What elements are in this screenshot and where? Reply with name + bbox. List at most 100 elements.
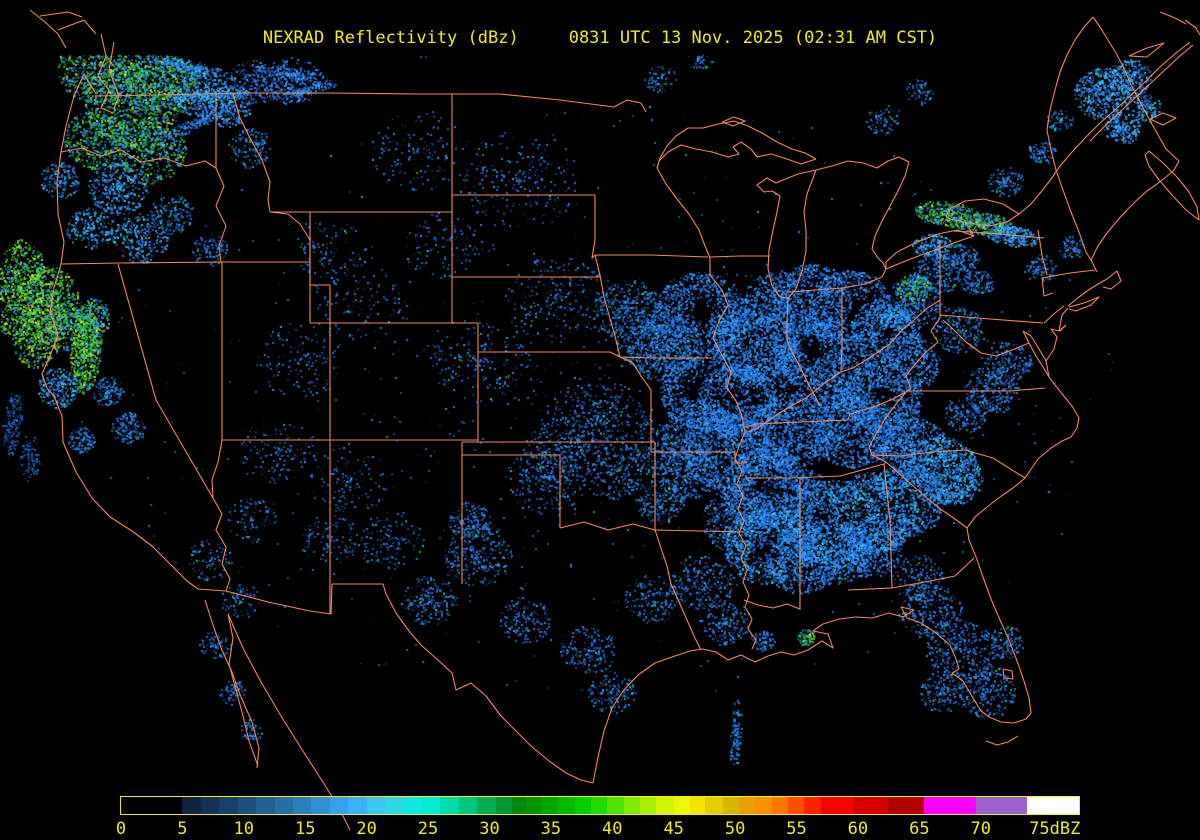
border-line <box>1159 11 1187 25</box>
border-line <box>734 431 757 650</box>
border-line <box>1002 668 1014 680</box>
border-line <box>309 262 331 323</box>
border-line <box>619 356 652 391</box>
border-line <box>592 648 704 784</box>
border-line <box>382 583 594 784</box>
border-line <box>39 11 83 18</box>
border-line <box>849 388 912 415</box>
border-line <box>1041 277 1054 297</box>
border-line <box>654 529 702 651</box>
border-line <box>847 587 893 591</box>
border-line <box>953 230 1045 239</box>
border-line <box>656 120 817 169</box>
border-line <box>225 590 332 615</box>
border-line <box>108 41 120 109</box>
border-line <box>41 73 199 590</box>
border-line <box>841 268 887 289</box>
border-line <box>211 439 231 592</box>
border-line <box>94 92 647 113</box>
border-line <box>746 463 885 479</box>
border-line <box>1022 330 1050 378</box>
border-line <box>988 712 1032 724</box>
border-line <box>743 599 801 610</box>
border-line <box>871 449 1026 479</box>
border-line <box>57 19 97 35</box>
border-line <box>1046 16 1094 261</box>
map-title: NEXRAD Reflectivity (dBz) 0831 UTC 13 Nov… <box>0 28 1200 48</box>
border-line <box>619 356 712 359</box>
border-line <box>949 644 990 718</box>
border-line <box>1184 19 1200 36</box>
border-line <box>1092 16 1180 162</box>
border-line <box>269 211 311 262</box>
border-line <box>1090 160 1180 273</box>
border-line <box>721 116 746 127</box>
border-line <box>1128 42 1165 58</box>
border-line <box>747 299 941 433</box>
border-line <box>756 169 817 299</box>
border-line <box>197 588 227 592</box>
border-line <box>885 229 975 269</box>
border-line <box>966 477 1026 529</box>
border-line <box>1041 269 1096 279</box>
border-line <box>656 141 817 169</box>
border-line <box>885 235 975 270</box>
border-line <box>905 317 941 390</box>
border-line <box>1045 324 1067 362</box>
border-line <box>204 599 260 769</box>
border-line <box>888 606 951 646</box>
border-line <box>1024 436 1072 479</box>
border-line <box>949 213 1020 227</box>
border-line <box>656 167 711 275</box>
border-line <box>117 263 214 499</box>
border-line <box>1067 270 1122 307</box>
timestamp: 0831 UTC 13 Nov. 2025 (02:31 AM CST) <box>568 28 938 48</box>
border-line <box>709 255 770 258</box>
border-line <box>654 529 745 533</box>
border-line <box>945 198 1020 220</box>
border-line <box>883 463 893 589</box>
border-line <box>891 557 975 589</box>
border-line <box>1048 376 1080 438</box>
border-line <box>559 521 656 531</box>
border-line <box>966 224 975 237</box>
product-name: NEXRAD Reflectivity (dBz) <box>262 28 519 48</box>
border-line <box>29 9 67 49</box>
border-line <box>871 454 968 529</box>
border-line <box>1089 44 1194 142</box>
border-line <box>1018 41 1191 215</box>
border-line <box>595 254 709 258</box>
border-line <box>745 413 851 428</box>
border-line <box>942 319 1030 357</box>
border-line <box>330 583 333 615</box>
border-line <box>60 147 217 169</box>
border-line <box>232 93 271 213</box>
border-line <box>227 613 351 831</box>
border-line <box>1043 305 1065 324</box>
border-line <box>793 618 840 656</box>
border-line <box>734 452 747 464</box>
border-line <box>815 156 910 270</box>
border-line <box>1037 229 1048 276</box>
border-line <box>838 612 890 620</box>
border-line <box>227 613 259 767</box>
border-line <box>709 274 746 433</box>
border-line <box>789 287 843 293</box>
border-line <box>786 297 821 407</box>
border-line <box>702 648 795 663</box>
border-line <box>1144 150 1200 221</box>
border-line <box>478 351 621 358</box>
border-line <box>1058 307 1069 332</box>
border-line <box>966 527 1032 714</box>
border-line <box>1068 296 1100 312</box>
border-line <box>985 735 1019 746</box>
border-line <box>787 169 817 299</box>
border-line <box>591 195 605 298</box>
border-line <box>97 33 114 114</box>
border-line <box>939 314 1044 324</box>
border-line <box>1149 112 1177 126</box>
border-line <box>603 296 621 358</box>
